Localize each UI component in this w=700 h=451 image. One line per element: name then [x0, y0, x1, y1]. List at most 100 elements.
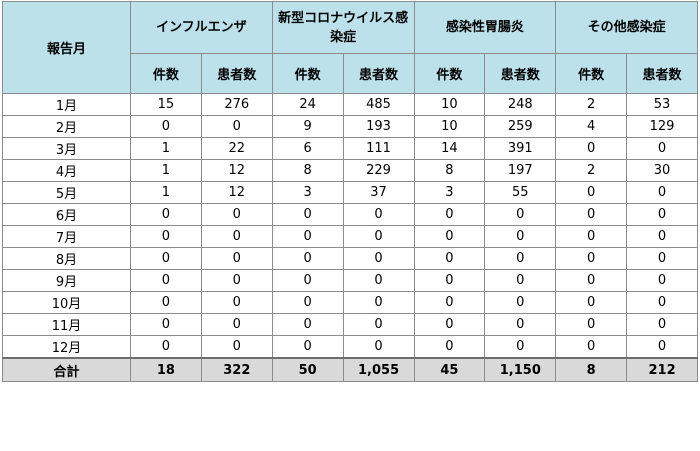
month-cell: 10月: [2, 291, 131, 314]
table-cell: 0: [484, 269, 557, 292]
table-cell: 3: [271, 181, 344, 204]
group-header-covid: 新型コロナウイルス感染症: [271, 1, 415, 54]
table-cell: 0: [130, 225, 202, 248]
table-cell: 0: [130, 247, 202, 270]
table-cell: 37: [342, 181, 415, 204]
table-cell: 2: [555, 93, 628, 116]
table-cell: 10: [413, 115, 486, 138]
table-row: 10月 0 0 0 0 0 0 0 0: [2, 291, 698, 314]
sub-header-count: 件数: [130, 53, 202, 94]
table-cell: 0: [484, 291, 557, 314]
month-column-header: 報告月: [2, 1, 131, 94]
table-cell: 0: [200, 247, 273, 270]
table-cell: 10: [413, 93, 486, 116]
table-row: 5月 1 12 3 37 3 55 0 0: [2, 181, 698, 204]
table-cell: 0: [271, 203, 344, 226]
table-cell: 0: [555, 313, 628, 336]
table-cell: 0: [200, 115, 273, 138]
table-cell: 0: [271, 291, 344, 314]
total-row: 合計 18 322 50 1,055 45 1,150 8 212: [2, 357, 698, 382]
total-cell: 1,150: [484, 357, 557, 382]
table-cell: 0: [200, 269, 273, 292]
table-header: 報告月 インフルエンザ 新型コロナウイルス感染症 感染性胃腸炎 その他感染症 件…: [2, 1, 698, 94]
sub-header-count: 件数: [555, 53, 628, 94]
month-cell: 12月: [2, 335, 131, 359]
table-cell: 0: [342, 247, 415, 270]
table-cell: 0: [626, 137, 698, 160]
total-cell: 8: [555, 357, 628, 382]
table-cell: 0: [555, 181, 628, 204]
table-cell: 485: [342, 93, 415, 116]
table-cell: 0: [555, 291, 628, 314]
table-cell: 0: [342, 225, 415, 248]
table-cell: 15: [130, 93, 202, 116]
month-cell: 2月: [2, 115, 131, 138]
group-header-influenza: インフルエンザ: [130, 1, 273, 54]
table-cell: 0: [626, 181, 698, 204]
table-cell: 0: [413, 247, 486, 270]
table-cell: 391: [484, 137, 557, 160]
total-cell: 18: [130, 357, 202, 382]
table-cell: 9: [271, 115, 344, 138]
total-cell: 45: [413, 357, 486, 382]
table-cell: 0: [555, 225, 628, 248]
table-cell: 0: [130, 115, 202, 138]
table-cell: 0: [342, 269, 415, 292]
table-row: 11月 0 0 0 0 0 0 0 0: [2, 313, 698, 336]
sub-header-patients: 患者数: [200, 53, 273, 94]
table-row: 12月 0 0 0 0 0 0 0 0: [2, 335, 698, 359]
table-cell: 0: [484, 225, 557, 248]
month-cell: 11月: [2, 313, 131, 336]
header-row-subheaders: 件数 患者数 件数 患者数 件数 患者数 件数 患者数: [3, 53, 698, 94]
table-cell: 8: [271, 159, 344, 182]
sub-header-patients: 患者数: [342, 53, 415, 94]
total-cell: 212: [626, 357, 698, 382]
table-cell: 0: [555, 335, 628, 359]
table-cell: 129: [626, 115, 698, 138]
table-cell: 2: [555, 159, 628, 182]
table-cell: 0: [200, 291, 273, 314]
table-body: 1月 15 276 24 485 10 248 2 53 2月 0 0 9 193 10 259 4 129 3月 1…: [2, 93, 698, 359]
month-cell: 9月: [2, 269, 131, 292]
table-cell: 0: [413, 269, 486, 292]
group-header-gastroenteritis: 感染性胃腸炎: [413, 1, 557, 54]
infection-report-table: 報告月 インフルエンザ 新型コロナウイルス感染症 感染性胃腸炎 その他感染症 件…: [2, 1, 698, 382]
table-cell: 53: [626, 93, 698, 116]
table-cell: 0: [271, 269, 344, 292]
table-cell: 12: [200, 181, 273, 204]
group-header-other: その他感染症: [555, 1, 698, 54]
table-cell: 0: [271, 335, 344, 359]
table-row: 9月 0 0 0 0 0 0 0 0: [2, 269, 698, 292]
table-cell: 276: [200, 93, 273, 116]
table-cell: 0: [484, 203, 557, 226]
total-label: 合計: [2, 357, 131, 382]
sub-header-count: 件数: [413, 53, 486, 94]
table-row: 8月 0 0 0 0 0 0 0 0: [2, 247, 698, 270]
table-cell: 0: [484, 247, 557, 270]
table-cell: 0: [271, 313, 344, 336]
table-cell: 259: [484, 115, 557, 138]
table-cell: 30: [626, 159, 698, 182]
total-cell: 1,055: [342, 357, 415, 382]
sub-header-patients: 患者数: [626, 53, 698, 94]
table-cell: 3: [413, 181, 486, 204]
month-cell: 3月: [2, 137, 131, 160]
table-cell: 1: [130, 181, 202, 204]
table-cell: 0: [626, 313, 698, 336]
table-cell: 4: [555, 115, 628, 138]
table-cell: 0: [413, 291, 486, 314]
total-cell: 50: [271, 357, 344, 382]
month-cell: 4月: [2, 159, 131, 182]
total-cell: 322: [200, 357, 273, 382]
table-cell: 0: [484, 313, 557, 336]
table-cell: 6: [271, 137, 344, 160]
table-cell: 0: [342, 313, 415, 336]
table-row: 1月 15 276 24 485 10 248 2 53: [2, 93, 698, 116]
month-cell: 1月: [2, 93, 131, 116]
table-cell: 1: [130, 137, 202, 160]
table-cell: 0: [200, 313, 273, 336]
table-cell: 0: [626, 269, 698, 292]
table-cell: 0: [130, 291, 202, 314]
table-row: 3月 1 22 6 111 14 391 0 0: [2, 137, 698, 160]
table-cell: 0: [271, 247, 344, 270]
